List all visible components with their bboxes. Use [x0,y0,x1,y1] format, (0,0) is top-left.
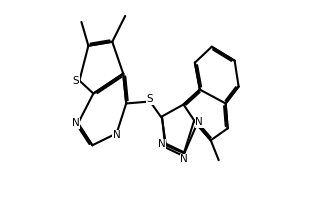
Text: N: N [195,117,203,127]
Text: S: S [72,76,79,86]
Text: N: N [72,118,79,128]
Text: N: N [158,139,166,149]
Text: N: N [180,154,188,164]
Text: S: S [147,95,154,104]
Text: N: N [113,130,120,140]
